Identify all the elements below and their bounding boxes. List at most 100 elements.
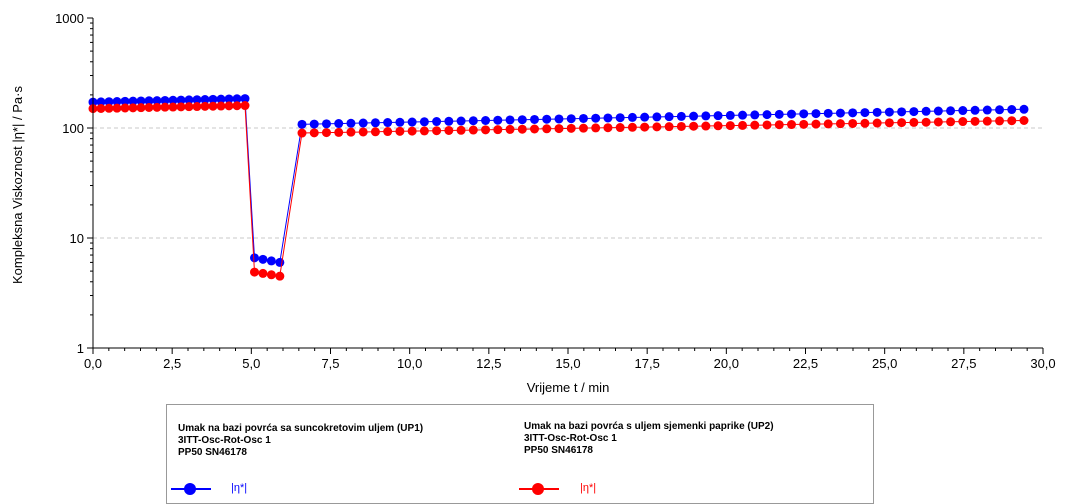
- data-point: [275, 257, 285, 267]
- data-point: [444, 116, 454, 126]
- data-point: [970, 116, 980, 126]
- data-point: [250, 253, 259, 263]
- data-point: [152, 96, 162, 106]
- data-point: [872, 107, 882, 117]
- data-point: [136, 96, 146, 106]
- data-point: [578, 123, 588, 133]
- data-point: [184, 102, 194, 112]
- data-point: [1019, 115, 1029, 125]
- data-point: [811, 109, 821, 119]
- data-point: [799, 109, 809, 119]
- data-point: [909, 107, 919, 117]
- data-point: [144, 102, 154, 112]
- data-point: [358, 118, 368, 128]
- y-tick-label: 100: [62, 121, 84, 136]
- data-point: [995, 116, 1005, 126]
- data-point: [676, 111, 686, 121]
- data-point: [192, 102, 202, 112]
- data-point: [554, 124, 564, 134]
- data-point: [456, 125, 466, 135]
- data-point: [774, 109, 784, 119]
- chart: 0,0 2,5 5,0 7,5 10,0 12,5 15,0 17,5 20,0 22,5 25,0…: [10, 11, 1056, 395]
- data-point: [701, 121, 711, 131]
- data-point: [120, 103, 130, 113]
- y-axis-title: Kompleksna Viskoznost |η*| / Pa·s: [10, 86, 25, 284]
- data-point: [860, 118, 870, 128]
- data-point: [860, 108, 870, 118]
- data-point: [958, 117, 968, 127]
- data-point: [835, 119, 845, 129]
- data-point: [104, 103, 114, 113]
- data-point: [160, 95, 170, 105]
- data-point: [627, 122, 637, 132]
- data-point: [297, 128, 307, 138]
- data-point: [275, 271, 285, 281]
- data-point: [689, 111, 699, 121]
- data-point: [468, 116, 478, 126]
- data-point: [321, 128, 331, 138]
- data-point: [216, 101, 226, 111]
- data-point: [112, 103, 122, 113]
- x-tick-label: 15,0: [555, 356, 580, 371]
- data-point: [240, 101, 250, 111]
- x-tick-label: 12,5: [476, 356, 501, 371]
- data-point: [224, 101, 234, 111]
- data-point: [144, 96, 154, 106]
- data-point: [713, 111, 723, 121]
- data-point: [848, 118, 858, 128]
- data-point: [176, 95, 186, 105]
- data-point: [591, 123, 601, 133]
- data-point: [799, 119, 809, 129]
- data-point: [395, 126, 405, 136]
- data-point: [266, 270, 276, 280]
- data-point: [152, 102, 162, 112]
- data-point: [530, 124, 540, 134]
- x-tick-label: 10,0: [397, 356, 422, 371]
- data-point: [786, 109, 796, 119]
- data-point: [224, 94, 234, 104]
- data-point: [128, 96, 138, 106]
- x-tick-label: 7,5: [321, 356, 339, 371]
- x-tick-label: 0,0: [84, 356, 102, 371]
- y-tick-label: 10: [70, 231, 84, 246]
- data-point: [848, 108, 858, 118]
- x-tick-label: 5,0: [242, 356, 260, 371]
- data-point: [456, 116, 466, 126]
- data-point: [184, 95, 194, 105]
- data-point: [603, 113, 613, 123]
- data-point: [309, 119, 319, 129]
- data-point: [232, 94, 242, 104]
- data-point: [835, 108, 845, 118]
- data-point: [725, 121, 735, 131]
- data-point: [823, 108, 833, 118]
- y-tick-label: 1: [77, 341, 84, 356]
- data-point: [258, 254, 268, 264]
- data-point: [982, 105, 992, 115]
- data-point: [958, 106, 968, 116]
- legend-entry-title: Umak na bazi povrća s uljem sjemenki pap…: [524, 421, 774, 432]
- data-point: [725, 110, 735, 120]
- data-point: [240, 94, 250, 104]
- data-point: [258, 268, 268, 278]
- data-point: [200, 101, 210, 111]
- data-point: [297, 119, 307, 129]
- data-point: [738, 110, 748, 120]
- data-point: [493, 115, 503, 125]
- data-point: [517, 124, 527, 134]
- data-point: [432, 126, 442, 136]
- data-point: [640, 122, 650, 132]
- data-point: [1019, 104, 1029, 114]
- data-point: [946, 106, 956, 116]
- data-point: [542, 124, 552, 134]
- data-point: [933, 117, 943, 127]
- data-point: [664, 122, 674, 132]
- data-point: [112, 97, 122, 107]
- data-point: [208, 101, 218, 111]
- data-point: [774, 120, 784, 130]
- data-point: [909, 117, 919, 127]
- data-point: [872, 118, 882, 128]
- data-point: [750, 110, 760, 120]
- data-point: [481, 125, 491, 135]
- legend-entry-system: PP50 SN46178: [178, 447, 247, 458]
- data-point: [200, 95, 210, 105]
